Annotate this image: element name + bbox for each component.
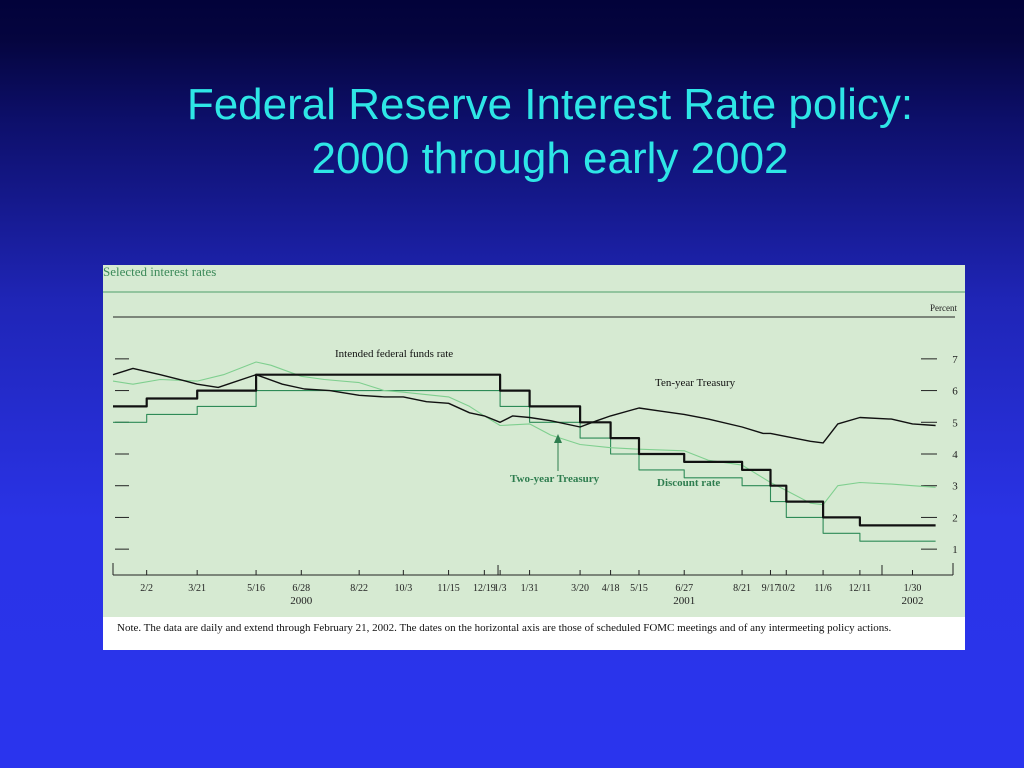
rates-chart: Selected interest rates Percent 1 2 3 4 5 6 7 2/2… <box>103 265 965 607</box>
annotation-fed-funds: Intended federal funds rate <box>335 348 453 360</box>
x-tick-label: 1/31 <box>521 583 539 594</box>
x-tick-label: 10/2 <box>777 583 795 594</box>
y-tick-label: 1 <box>952 544 958 556</box>
slide-title-line1: Federal Reserve Interest Rate policy: <box>186 80 914 129</box>
chart-note-text: Note. The data are daily and extend thro… <box>117 622 892 634</box>
x-tick-label: 5/15 <box>630 583 648 594</box>
x-tick-label: 3/21 <box>188 583 206 594</box>
x-tick-label: 5/16 <box>247 583 265 594</box>
annotation-two-year: Two-year Treasury <box>510 473 600 485</box>
x-tick-label: 4/18 <box>602 583 620 594</box>
x-year-label: 2001 <box>673 595 695 607</box>
x-tick-label: 10/3 <box>394 583 412 594</box>
y-tick-label: 6 <box>952 386 958 398</box>
x-tick-label: 6/28 <box>292 583 310 594</box>
series-ten-year-treasury <box>112 367 936 444</box>
y-tick-label: 2 <box>952 512 958 524</box>
x-tick-label: 2/2 <box>140 583 153 594</box>
series-discount-rate <box>113 390 936 542</box>
annotation-discount: Discount rate <box>657 477 720 489</box>
x-tick-label: 11/15 <box>437 583 459 594</box>
annotation-ten-year: Ten-year Treasury <box>655 377 736 389</box>
y-axis-label: Percent <box>930 303 957 313</box>
x-tick-label: 12/19 <box>473 583 496 594</box>
chart-note: Note. The data are daily and extend thro… <box>103 617 965 650</box>
x-tick-label: 3/20 <box>571 583 589 594</box>
x-tick-label: 11/6 <box>814 583 831 594</box>
series-intended-federal-funds-rate <box>113 373 936 527</box>
x-year-label: 2002 <box>901 595 923 607</box>
slide-title: Federal Reserve Interest Rate policy: 20… <box>110 78 990 186</box>
x-tick-label: 9/17 <box>762 583 780 594</box>
chart-figure: Selected interest rates Percent 1 2 3 4 5 6 7 2/2… <box>103 265 965 650</box>
y-tick-label: 5 <box>952 417 958 429</box>
x-tick-label: 1/3 <box>494 583 507 594</box>
annotation-arrow-head <box>554 434 562 443</box>
series-two-year-treasury <box>112 361 936 506</box>
x-tick-label: 8/21 <box>733 583 751 594</box>
x-year-label: 2000 <box>290 595 313 607</box>
x-tick-label: 8/22 <box>350 583 368 594</box>
slide-title-line2: 2000 through early 2002 <box>311 134 789 183</box>
y-tick-label: 3 <box>952 481 958 493</box>
y-tick-label: 7 <box>952 354 958 366</box>
chart-title: Selected interest rates <box>103 265 216 279</box>
x-tick-label: 6/27 <box>675 583 693 594</box>
x-tick-label: 1/30 <box>904 583 922 594</box>
x-tick-label: 12/11 <box>849 583 871 594</box>
y-tick-label: 4 <box>952 449 958 461</box>
